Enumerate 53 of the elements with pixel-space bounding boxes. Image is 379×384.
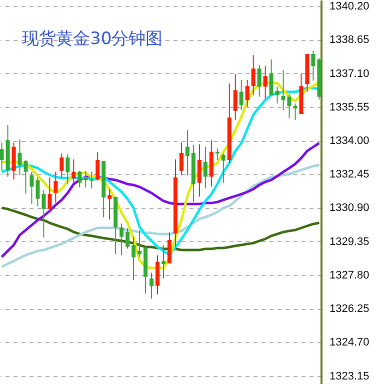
- y-tick-label: 1340.20: [330, 0, 370, 13]
- candlestick: [96, 152, 100, 181]
- candlestick: [120, 223, 124, 256]
- text: 现货黄金30分钟图: [22, 29, 163, 49]
- line-series: [0, 142, 320, 258]
- candlestick: [30, 171, 34, 205]
- candlestick: [185, 130, 190, 176]
- candlestick: [132, 236, 136, 281]
- candlestick: [90, 171, 94, 189]
- candlestick: [48, 176, 52, 214]
- y-tick-label: 1334.00: [330, 135, 370, 148]
- candlestick: [72, 158, 76, 184]
- candlestick: [36, 176, 40, 207]
- candlestick: [78, 170, 82, 188]
- y-tick-label: 1327.80: [330, 269, 370, 282]
- y-tick-label: 1330.90: [330, 202, 370, 214]
- candlestick: [179, 142, 184, 176]
- candlestick: [0, 142, 4, 172]
- candlestick: [287, 94, 292, 119]
- candlestick: [251, 54, 256, 96]
- y-tick-label: 1332.45: [330, 168, 370, 181]
- candlestick: [24, 160, 28, 194]
- candlestick: [126, 228, 130, 249]
- candlestick: [42, 190, 46, 238]
- candlestick: [281, 70, 286, 111]
- y-tick-label: 1335.55: [330, 101, 370, 114]
- candlestick: [221, 153, 226, 184]
- candlestick: [66, 154, 70, 185]
- candlestick: [138, 230, 142, 258]
- candlestick: [150, 272, 154, 300]
- candlestick: [257, 64, 262, 98]
- candlestick: [161, 244, 166, 279]
- y-tick-label: 1337.10: [330, 68, 370, 80]
- candlestick: [167, 232, 172, 264]
- candlestick: [275, 86, 280, 104]
- candlestick: [263, 66, 268, 99]
- y-tick-label: 1323.15: [330, 370, 370, 382]
- y-tick-label: 1329.35: [330, 236, 370, 248]
- candlestick: [108, 188, 112, 220]
- candlestick: [293, 102, 298, 121]
- y-tick-label: 1324.70: [330, 336, 370, 349]
- y-tick-label: 1326.25: [330, 303, 370, 316]
- candlestick: [60, 153, 64, 178]
- candlestick: [311, 50, 316, 82]
- y-tick-label: 1338.65: [330, 34, 370, 46]
- candlestick: [18, 138, 22, 176]
- candlestick: [203, 146, 208, 189]
- candlestick: [269, 58, 274, 96]
- candlestick: [54, 171, 58, 204]
- candlestick: [233, 74, 238, 121]
- candlestick: [197, 144, 202, 198]
- candlestick: [245, 80, 250, 108]
- candlestick: [239, 80, 244, 111]
